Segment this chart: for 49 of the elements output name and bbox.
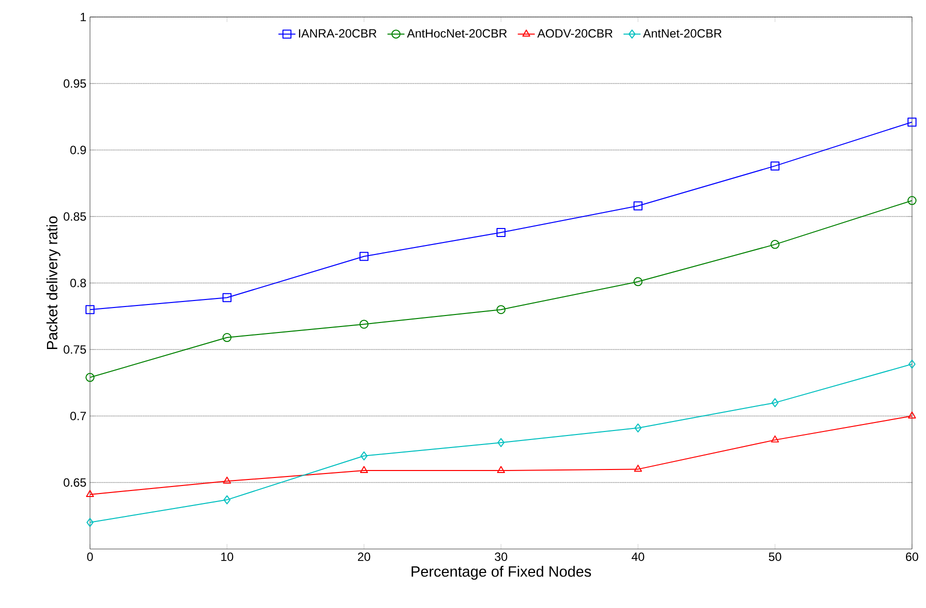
x-tick-label: 60: [906, 552, 918, 561]
y-tick-label: 0.8: [70, 278, 86, 288]
point: [496, 305, 506, 314]
point: [908, 360, 916, 369]
x-tick-label: 30: [494, 552, 508, 561]
x-tick-label: 40: [632, 552, 644, 561]
x-tick-label: 10: [221, 552, 234, 561]
legend-label: IANRA-20CBR: [299, 29, 376, 38]
y-tick-label: 0.65: [64, 478, 86, 487]
point: [771, 435, 779, 442]
y-tick-label: 0.9: [70, 146, 86, 154]
legend-label: AODV-20CBR: [537, 29, 612, 38]
point: [222, 333, 232, 342]
point: [360, 320, 369, 329]
point: [86, 490, 94, 497]
point: [360, 466, 368, 474]
point: [772, 398, 779, 408]
y-tick-label: 1: [80, 12, 86, 22]
x-tick-label: 50: [768, 552, 782, 561]
point: [908, 196, 917, 206]
x-tick-label: 0: [87, 552, 93, 561]
point: [908, 412, 916, 418]
y-axis-title: Packet delivery ratio: [46, 216, 60, 350]
point: [634, 423, 642, 432]
point: [497, 466, 505, 474]
point: [770, 161, 780, 170]
point: [634, 201, 643, 210]
legend-label: AntHocNet-20CBR: [406, 29, 507, 38]
point: [86, 305, 94, 314]
point: [496, 228, 506, 237]
point: [908, 118, 917, 127]
x-tick-label: 20: [358, 552, 370, 561]
point: [770, 240, 780, 249]
point: [360, 451, 368, 460]
point: [498, 438, 505, 448]
legend-label: AntNet-20CBR: [643, 29, 722, 38]
point: [223, 476, 231, 484]
point: [634, 277, 643, 286]
point: [634, 464, 642, 472]
point: [86, 518, 94, 527]
y-tick-label: 0.75: [64, 345, 86, 354]
y-tick-label: 0.85: [64, 212, 86, 221]
point: [224, 495, 230, 504]
point: [222, 293, 232, 302]
point: [360, 252, 369, 261]
y-tick-label: 0.95: [64, 79, 86, 88]
point: [86, 372, 94, 382]
y-tick-label: 0.7: [70, 412, 86, 420]
x-axis-title: Percentage of Fixed Nodes: [412, 566, 591, 580]
